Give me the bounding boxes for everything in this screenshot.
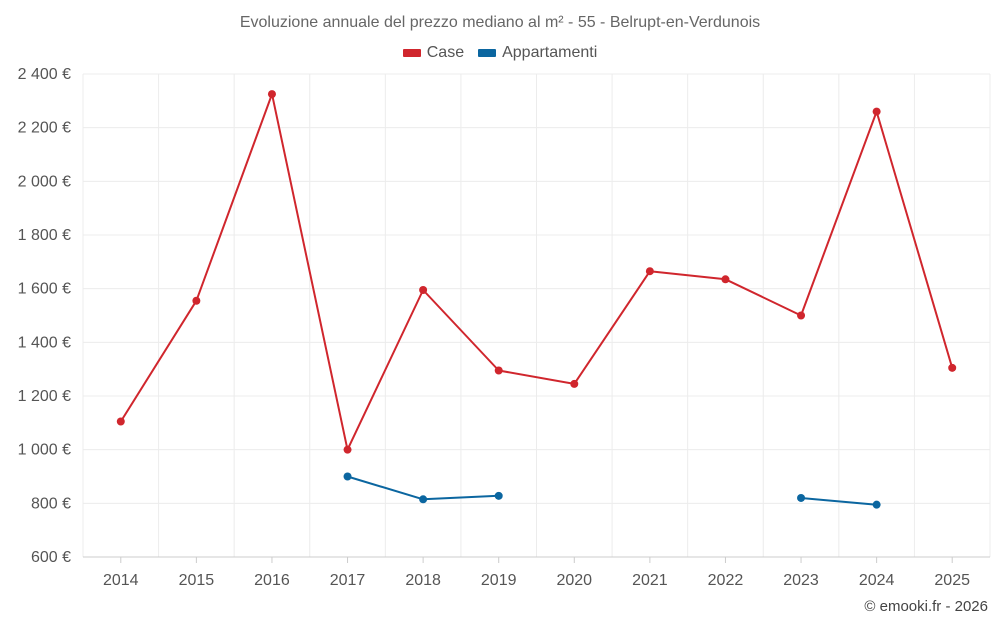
data-point-case: [645, 267, 654, 276]
x-tick-label: 2022: [708, 572, 744, 589]
data-point-case: [721, 275, 730, 284]
x-tick-label: 2018: [405, 572, 441, 589]
y-tick-label: 1 400 €: [18, 334, 71, 351]
legend-label-case: Case: [426, 44, 465, 61]
data-point-case: [419, 286, 428, 295]
data-point-appartamenti: [872, 500, 881, 509]
data-point-appartamenti: [494, 491, 503, 500]
y-tick-label: 2 400 €: [18, 66, 71, 83]
data-point-appartamenti: [797, 493, 806, 502]
legend-item-case[interactable]: Case: [402, 44, 465, 62]
data-point-appartamenti: [419, 495, 428, 504]
data-point-case: [872, 107, 881, 116]
y-tick-label: 1 600 €: [18, 281, 71, 298]
y-tick-label: 1 800 €: [18, 227, 71, 244]
data-point-case: [494, 366, 503, 375]
legend-swatch-appartamenti: [478, 49, 497, 57]
x-tick-label: 2015: [179, 572, 215, 589]
y-tick-label: 800 €: [31, 495, 71, 512]
x-tick-label: 2020: [556, 572, 592, 589]
x-tick-label: 2023: [783, 572, 819, 589]
data-point-appartamenti: [343, 472, 352, 481]
chart-legend: Case Appartamenti: [0, 44, 1000, 62]
x-tick-label: 2024: [859, 572, 895, 589]
data-point-case: [343, 445, 352, 454]
x-tick-label: 2019: [481, 572, 517, 589]
y-tick-label: 600 €: [31, 549, 71, 566]
data-point-case: [192, 296, 201, 305]
data-point-case: [116, 417, 125, 426]
data-point-case: [797, 311, 806, 320]
chart-title: Evoluzione annuale del prezzo mediano al…: [239, 14, 761, 31]
x-tick-label: 2025: [934, 572, 970, 589]
x-tick-label: 2014: [103, 572, 139, 589]
data-point-case: [267, 90, 276, 99]
series-line-appartamenti: [800, 497, 877, 506]
data-point-case: [948, 363, 957, 372]
x-tick-label: 2021: [632, 572, 668, 589]
copyright-text: © emooki.fr - 2026: [864, 598, 988, 615]
y-tick-label: 2 000 €: [18, 173, 71, 190]
data-point-case: [570, 379, 579, 388]
legend-label-appartamenti: Appartamenti: [502, 44, 598, 61]
series-line-case: [119, 93, 954, 451]
x-tick-label: 2016: [254, 572, 290, 589]
legend-swatch-case: [402, 49, 421, 57]
y-tick-label: 2 200 €: [18, 120, 71, 137]
legend-item-appartamenti[interactable]: Appartamenti: [478, 44, 597, 62]
y-tick-label: 1 000 €: [18, 442, 71, 459]
y-tick-label: 1 200 €: [18, 388, 71, 405]
x-tick-label: 2017: [330, 572, 366, 589]
